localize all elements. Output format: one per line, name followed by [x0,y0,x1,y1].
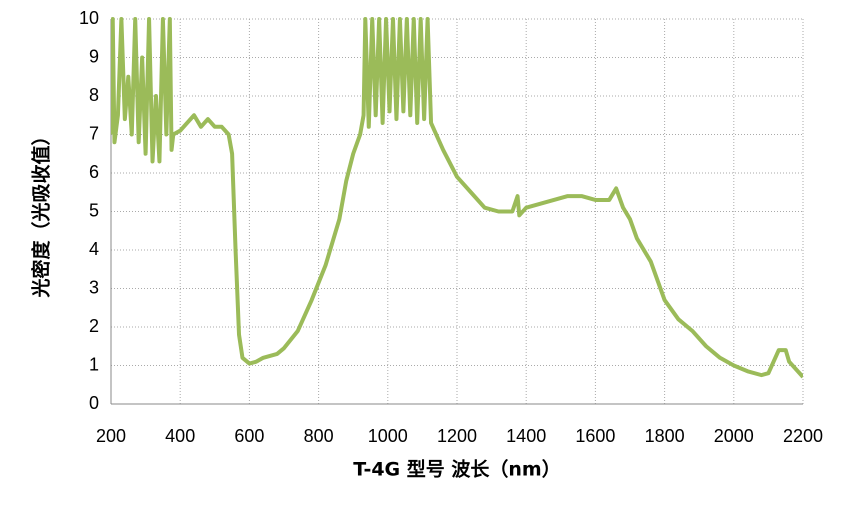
data-line [111,17,803,379]
y-tick-label: 2 [89,316,99,336]
x-tick-label: 600 [234,426,264,446]
x-tick-label: 2000 [714,426,754,446]
x-tick-label: 1800 [645,426,685,446]
y-tick-label: 7 [89,123,99,143]
y-tick-label: 9 [89,46,99,66]
x-tick-label: 1400 [506,426,546,446]
x-axis-title: T-4G 型号 波长（nm） [353,458,560,481]
y-tick-label: 6 [89,162,99,182]
y-tick-label: 1 [89,354,99,374]
x-tick-label: 200 [96,426,126,446]
x-tick-label: 1000 [368,426,408,446]
y-tick-label: 3 [89,277,99,297]
y-tick-label: 4 [89,239,99,259]
x-tick-label: 400 [165,426,195,446]
y-tick-label: 5 [89,200,99,220]
x-tick-label: 1200 [437,426,477,446]
y-tick-label: 0 [89,393,99,413]
y-axis-title: 光密度（光吸收值） [30,126,53,298]
x-tick-label: 2200 [783,426,823,446]
x-tick-label: 800 [304,426,334,446]
x-tick-label: 1600 [575,426,615,446]
y-tick-label: 8 [89,85,99,105]
y-tick-label: 10 [79,8,99,28]
